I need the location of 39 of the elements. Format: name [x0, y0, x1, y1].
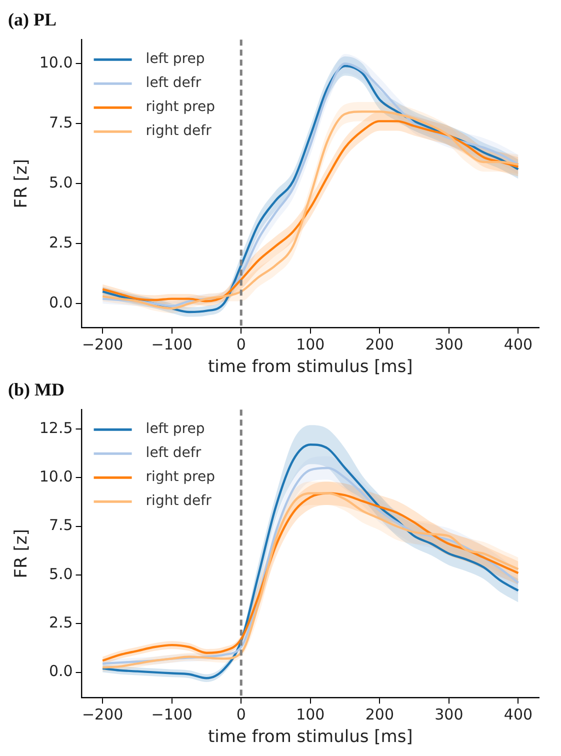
- y-axis-title: FR [z]: [12, 529, 32, 578]
- y-tick-label: 10.0: [39, 53, 73, 72]
- x-tick-label: 0: [236, 705, 246, 724]
- x-tick-label: −200: [82, 335, 124, 354]
- legend-label: left prep: [146, 421, 205, 438]
- x-tick-label: −100: [151, 335, 192, 354]
- legend-label: right defr: [146, 123, 212, 140]
- chart-title: (a) PL: [8, 9, 56, 30]
- x-tick-label: −100: [151, 705, 192, 724]
- chart-title: (b) MD: [8, 379, 64, 400]
- x-axis-title: time from stimulus [ms]: [208, 727, 413, 748]
- y-tick-label: 2.5: [48, 614, 73, 632]
- y-tick-label: 7.5: [48, 113, 73, 132]
- x-axis-title: time from stimulus [ms]: [208, 357, 413, 378]
- legend-label: left defr: [146, 75, 202, 92]
- y-tick-label: 5.0: [48, 564, 73, 583]
- x-tick-label: 300: [434, 335, 464, 354]
- y-axis-title: FR [z]: [12, 159, 32, 208]
- y-tick-label: 7.5: [48, 516, 73, 534]
- x-tick-label: 100: [296, 705, 325, 724]
- x-tick-label: −200: [82, 705, 124, 724]
- legend-label: right prep: [146, 469, 216, 486]
- x-tick-label: 200: [365, 335, 394, 354]
- legend-label: left prep: [146, 51, 205, 68]
- x-tick-label: 400: [504, 705, 533, 724]
- y-tick-label: 5.0: [48, 173, 73, 192]
- y-tick-label: 12.5: [39, 418, 73, 437]
- x-tick-label: 300: [434, 705, 464, 724]
- legend-label: right prep: [146, 99, 216, 116]
- y-tick-label: 10.0: [39, 468, 73, 486]
- x-tick-label: 400: [504, 335, 533, 354]
- legend-label: left defr: [146, 445, 202, 462]
- y-tick-label: 0.0: [48, 293, 73, 312]
- x-tick-label: 200: [365, 705, 394, 724]
- y-tick-label: 0.0: [48, 662, 73, 680]
- x-tick-label: 0: [236, 335, 246, 354]
- legend-label: right defr: [146, 493, 212, 510]
- y-tick-label: 2.5: [48, 233, 73, 252]
- x-tick-label: 100: [296, 335, 325, 354]
